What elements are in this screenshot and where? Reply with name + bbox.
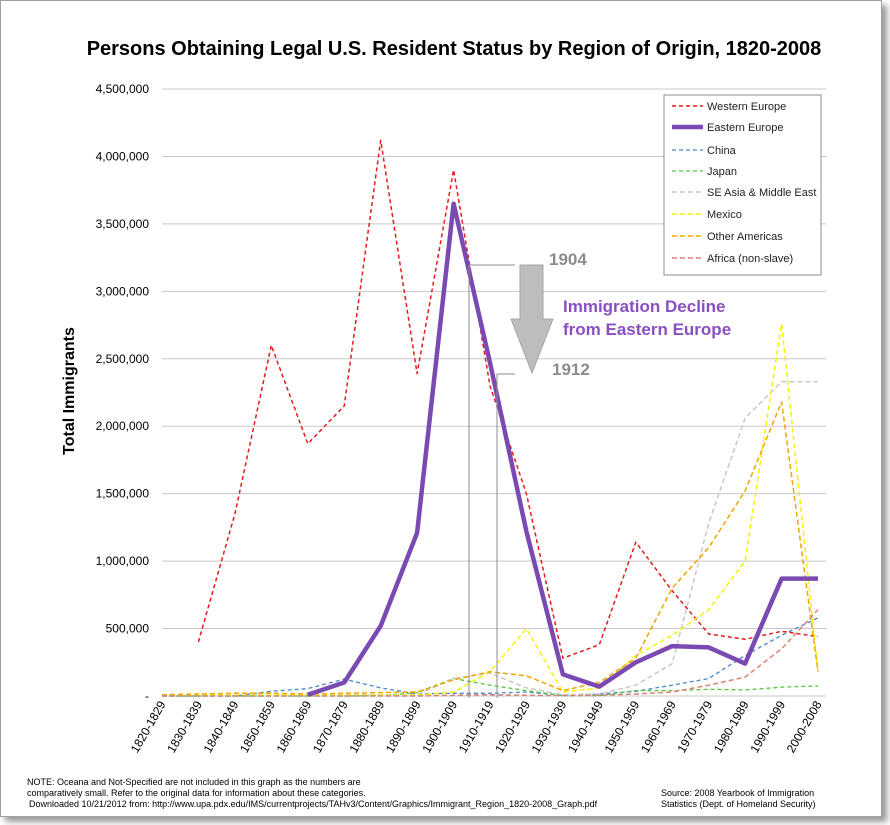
annotation-text-line2: from Eastern Europe <box>563 320 731 339</box>
x-tick-label: 1920-1929 <box>492 698 533 755</box>
series-line-other-americas <box>161 401 819 696</box>
y-tick-label: 1,500,000 <box>96 487 150 501</box>
chart-title: Persons Obtaining Legal U.S. Resident St… <box>87 38 822 60</box>
annotation-year-end: 1912 <box>552 360 590 379</box>
x-tick-label: 1870-1879 <box>310 698 351 755</box>
gridlines <box>162 88 826 697</box>
y-tick-label: 500,000 <box>106 622 150 636</box>
y-axis-label: Total Immigrants <box>61 327 78 455</box>
legend: Western Europe Eastern Europe China Japan SE… <box>663 94 822 276</box>
x-axis-tick-labels: 1820-18291830-18391840-18491850-18591860… <box>128 698 825 755</box>
download-line: Downloaded 10/21/2012 from: http://www.u… <box>29 799 598 809</box>
x-tick-label: 1910-1919 <box>456 698 497 755</box>
y-tick-label: - <box>145 689 149 703</box>
series-line-africa-non-slave <box>162 609 819 697</box>
annotation-year-start: 1904 <box>549 250 587 269</box>
source-line-2: Statistics (Dept. of Homeland Security) <box>661 799 816 809</box>
series-line-mexico <box>162 322 819 697</box>
x-tick-label: 1990-1999 <box>747 698 788 755</box>
y-tick-label: 1,000,000 <box>96 554 150 568</box>
series-lines <box>161 139 819 697</box>
series-line-japan <box>162 677 819 697</box>
y-tick-label: 2,500,000 <box>96 352 150 366</box>
legend-label: Mexico <box>707 209 742 221</box>
legend-label: Western Europe <box>707 101 786 113</box>
legend-label: Japan <box>707 166 737 178</box>
legend-label: Other Americas <box>707 231 783 243</box>
x-tick-label: 1890-1899 <box>383 698 424 755</box>
annotation-text-line1: Immigration Decline <box>563 297 725 316</box>
source-block: Source: 2008 Yearbook of Immigration Sta… <box>661 788 816 810</box>
legend-label: Eastern Europe <box>707 122 783 134</box>
legend-label: Africa (non-slave) <box>707 253 793 265</box>
y-tick-label: 3,500,000 <box>96 217 150 231</box>
x-tick-label: 1850-1859 <box>237 698 278 755</box>
line-chart: Persons Obtaining Legal U.S. Resident St… <box>61 38 826 755</box>
y-tick-label: 3,000,000 <box>96 284 150 298</box>
x-tick-label: 2000-2008 <box>784 698 825 755</box>
legend-label: SE Asia & Middle East <box>707 187 816 199</box>
y-tick-label: 2,000,000 <box>96 419 150 433</box>
x-tick-label: 1880-1889 <box>346 698 387 755</box>
note-line-1: NOTE: Oceana and Not-Specified are not i… <box>27 777 361 787</box>
x-tick-label: 1960-1969 <box>638 698 679 755</box>
source-line-1: Source: 2008 Yearbook of Immigration <box>661 788 815 798</box>
legend-label: China <box>707 145 737 157</box>
x-tick-label: 1980-1989 <box>711 698 752 755</box>
x-tick-label: 1950-1959 <box>602 698 643 755</box>
legend-box <box>663 94 822 276</box>
x-tick-label: 1930-1939 <box>529 698 570 755</box>
y-axis-tick-labels: - 500,000 1,000,000 1,500,000 2,000,000 2,500… <box>96 82 150 703</box>
y-tick-label: 4,500,000 <box>96 82 150 96</box>
note-block: NOTE: Oceana and Not-Specified are not i… <box>27 777 597 810</box>
x-tick-label: 1830-1839 <box>164 698 205 755</box>
y-tick-label: 4,000,000 <box>96 149 150 163</box>
series-line-china <box>162 617 819 697</box>
x-tick-label: 1820-1829 <box>128 698 169 755</box>
x-tick-label: 1860-1869 <box>274 698 315 755</box>
series-line-eastern-europe <box>307 201 818 697</box>
down-arrow-icon <box>510 264 554 375</box>
x-tick-label: 1900-1909 <box>419 698 460 755</box>
x-tick-label: 1970-1979 <box>674 698 715 755</box>
note-line-2: comparatively small. Refer to the origin… <box>27 788 366 798</box>
x-tick-label: 1940-1949 <box>565 698 606 755</box>
decline-annotation: 1904 1912 Immigration Decline from Easte… <box>468 250 731 698</box>
x-tick-label: 1840-1849 <box>201 698 242 755</box>
series-line-se-asia-middle-east <box>162 380 818 697</box>
